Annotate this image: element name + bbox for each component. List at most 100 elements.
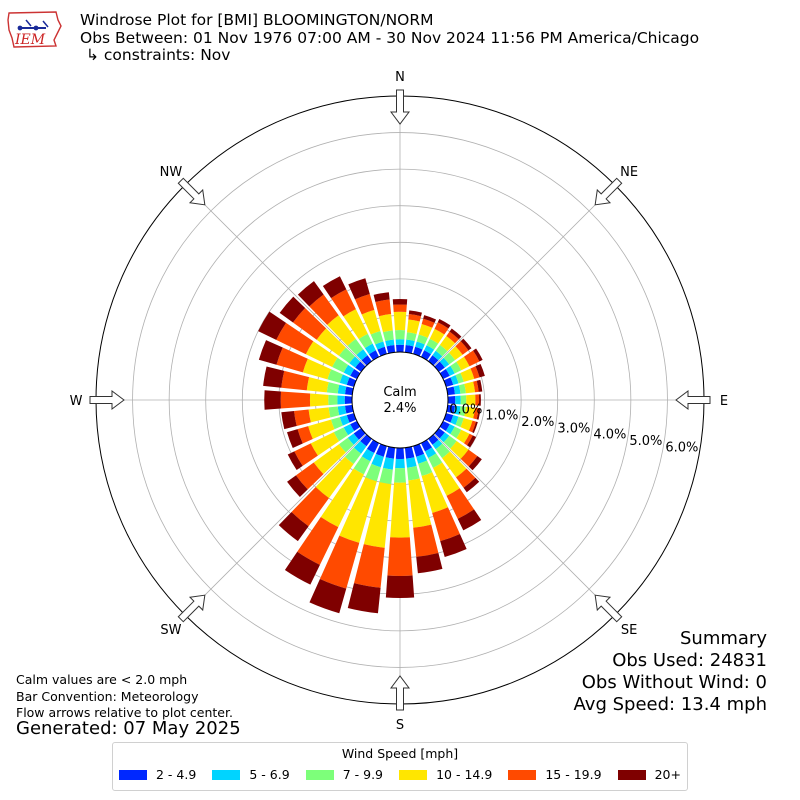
bar-300-bin-5 xyxy=(258,311,287,340)
bar-100-bin-2 xyxy=(458,406,466,417)
bar-180-bin-2 xyxy=(394,467,406,483)
bar-350-bin-3 xyxy=(378,314,393,333)
bar-110-bin-0 xyxy=(443,413,454,423)
legend-swatch xyxy=(508,769,537,780)
calm-circle xyxy=(351,351,449,449)
bar-120-bin-5 xyxy=(467,435,477,448)
bar-120-bin-3 xyxy=(456,429,470,444)
flow-arrow-SW-icon xyxy=(177,594,206,623)
bar-convention-note: Bar Convention: Meteorology xyxy=(16,689,199,704)
bar-300-bin-1 xyxy=(343,364,355,376)
compass-label-NW: NW xyxy=(160,165,183,180)
bar-290-bin-1 xyxy=(339,374,350,385)
bar-310-bin-1 xyxy=(349,356,361,368)
bar-200-bin-1 xyxy=(371,453,384,468)
compass-label-W: W xyxy=(70,394,83,409)
bar-110-bin-1 xyxy=(450,415,459,425)
bar-220-bin-3 xyxy=(315,456,354,499)
bar-80-bin-1 xyxy=(453,385,461,395)
bar-220-bin-0 xyxy=(360,434,372,447)
bar-270-bin-2 xyxy=(328,394,338,406)
bar-100-bin-0 xyxy=(446,404,456,414)
bar-290-bin-2 xyxy=(327,369,343,383)
bar-100-bin-4 xyxy=(473,407,479,420)
bar-110-bin-2 xyxy=(455,416,464,428)
bar-90-bin-5 xyxy=(478,394,481,406)
bar-30-bin-5 xyxy=(437,318,451,329)
bar-60-bin-4 xyxy=(463,350,480,367)
bar-290-bin-0 xyxy=(346,377,357,387)
bar-130-bin-5 xyxy=(468,456,482,471)
bar-280-bin-1 xyxy=(337,384,347,395)
bar-50-bin-1 xyxy=(439,357,450,368)
bar-160-bin-5 xyxy=(440,533,467,557)
bar-300-bin-4 xyxy=(276,322,314,355)
bar-320-bin-4 xyxy=(309,294,339,325)
grid-spoke-NE xyxy=(433,184,616,367)
bar-340-bin-1 xyxy=(375,341,385,350)
bar-200-bin-0 xyxy=(375,443,387,457)
bar-0-bin-0 xyxy=(396,344,404,353)
legend-swatch xyxy=(617,769,646,780)
bar-140-bin-2 xyxy=(435,443,450,459)
bar-250-bin-0 xyxy=(346,413,357,423)
bar-200-bin-5 xyxy=(309,579,347,614)
bar-350-bin-0 xyxy=(386,344,396,354)
bar-130-bin-4 xyxy=(460,449,478,467)
bar-20-bin-5 xyxy=(423,315,437,323)
bar-270-bin-1 xyxy=(337,395,345,405)
radial-tick-label-3: 3.0% xyxy=(557,421,590,436)
bar-140-bin-4 xyxy=(456,468,476,488)
bar-120-bin-4 xyxy=(463,433,473,446)
bar-0-bin-2 xyxy=(395,330,405,340)
bar-20-bin-3 xyxy=(418,323,433,338)
flow-arrows-note: Flow arrows relative to plot center. xyxy=(16,705,233,720)
bar-20-bin-0 xyxy=(413,346,423,357)
bar-250-bin-3 xyxy=(308,419,335,440)
bar-170-bin-0 xyxy=(404,446,415,459)
legend-item-5: 20+ xyxy=(617,767,681,782)
bar-140-bin-5 xyxy=(463,477,480,493)
legend-swatch xyxy=(212,769,241,780)
bar-240-bin-1 xyxy=(343,424,355,436)
bar-100-bin-1 xyxy=(453,405,461,415)
bar-0-bin-3 xyxy=(393,311,407,331)
legend-items: 2 - 4.9 5 - 6.9 7 - 9.9 10 - 14.9 15 - 19.9 2… xyxy=(119,767,681,782)
bar-340-bin-3 xyxy=(361,309,381,335)
svg-text:IEM: IEM xyxy=(14,32,46,48)
bar-150-bin-1 xyxy=(424,447,437,458)
bar-210-bin-1 xyxy=(361,448,375,462)
bar-10-bin-2 xyxy=(406,332,417,342)
bar-310-bin-2 xyxy=(338,347,356,364)
bar-260-bin-2 xyxy=(328,406,340,418)
bar-320-bin-1 xyxy=(356,349,368,361)
bar-260-bin-4 xyxy=(294,409,311,426)
bar-20-bin-1 xyxy=(415,341,425,350)
bar-10-bin-4 xyxy=(408,314,422,322)
bar-130-bin-1 xyxy=(439,432,450,443)
bar-270-bin-3 xyxy=(309,393,329,407)
bar-220-bin-5 xyxy=(278,511,309,542)
bar-50-bin-5 xyxy=(460,338,472,351)
bar-180-bin-5 xyxy=(385,575,415,598)
bar-160-bin-1 xyxy=(416,453,428,464)
bar-240-bin-4 xyxy=(294,443,318,466)
flow-arrow-W-icon xyxy=(89,390,125,410)
bar-330-bin-4 xyxy=(331,289,356,317)
bar-110-bin-3 xyxy=(460,418,473,431)
radial-tick-label-1: 1.0% xyxy=(485,409,518,424)
grid-spoke-SE xyxy=(433,433,616,616)
bar-70-bin-3 xyxy=(460,368,475,382)
bar-200-bin-2 xyxy=(365,463,381,482)
legend-swatch xyxy=(399,769,428,780)
bar-190-bin-2 xyxy=(379,467,393,485)
bar-280-bin-3 xyxy=(306,377,329,393)
bar-130-bin-3 xyxy=(450,441,469,459)
bar-150-bin-4 xyxy=(446,488,475,519)
bar-140-bin-3 xyxy=(442,451,467,478)
bar-350-bin-4 xyxy=(375,299,392,317)
legend-swatch xyxy=(305,769,334,780)
bar-60-bin-3 xyxy=(456,356,470,371)
bar-160-bin-4 xyxy=(432,507,460,542)
